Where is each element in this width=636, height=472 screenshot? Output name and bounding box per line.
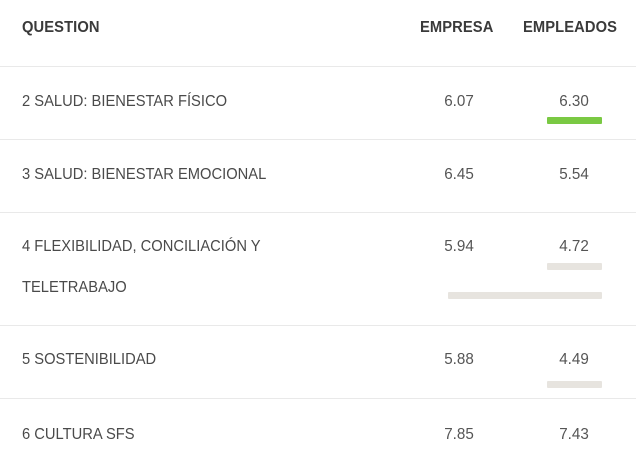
column-header-empresa: EMPRESA <box>420 19 494 36</box>
row-empresa-value: 6.07 <box>444 93 474 110</box>
empleados-muted-bar <box>547 263 602 270</box>
row-question-line-2: TELETRABAJO <box>22 279 127 296</box>
row-empresa-value: 5.88 <box>444 351 474 368</box>
row-question: 2 SALUD: BIENESTAR FÍSICO <box>22 93 228 110</box>
row-empleados-value: 6.30 <box>559 93 589 110</box>
table-row: 4 FLEXIBILIDAD, CONCILIACIÓN Y TELETRABA… <box>0 213 636 326</box>
table-header: QUESTION EMPRESA EMPLEADOS <box>0 0 636 67</box>
empresa-muted-bar <box>448 292 602 299</box>
table-row: 6 CULTURA SFS 7.85 7.43 <box>0 399 636 471</box>
column-header-empleados: EMPLEADOS <box>523 19 618 36</box>
row-empleados-value: 4.72 <box>559 238 589 255</box>
row-empresa-value: 6.45 <box>444 166 474 183</box>
empleados-highlight-bar <box>547 117 602 124</box>
row-empleados-value: 4.49 <box>559 351 589 368</box>
empleados-muted-bar <box>547 381 602 388</box>
row-question: 5 SOSTENIBILIDAD <box>22 351 157 368</box>
row-question: 3 SALUD: BIENESTAR EMOCIONAL <box>22 166 267 183</box>
table-row: 2 SALUD: BIENESTAR FÍSICO 6.07 6.30 <box>0 67 636 140</box>
row-empresa-value: 5.94 <box>444 238 474 255</box>
column-header-question: QUESTION <box>22 19 100 36</box>
row-empresa-value: 7.85 <box>444 426 474 443</box>
row-empleados-value: 5.54 <box>559 166 589 183</box>
table-row: 5 SOSTENIBILIDAD 5.88 4.49 <box>0 326 636 399</box>
row-question: 6 CULTURA SFS <box>22 426 135 443</box>
row-empleados-value: 7.43 <box>559 426 589 443</box>
row-question-line-1: 4 FLEXIBILIDAD, CONCILIACIÓN Y <box>22 238 261 255</box>
table-row: 3 SALUD: BIENESTAR EMOCIONAL 6.45 5.54 <box>0 140 636 213</box>
